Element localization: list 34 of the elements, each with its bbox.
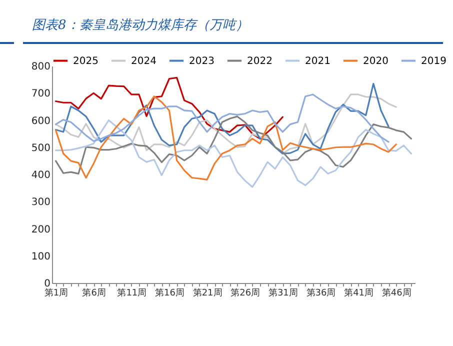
x-tick-label: 第16周 bbox=[154, 288, 184, 298]
y-tick-label: 200 bbox=[31, 224, 50, 236]
line-series bbox=[54, 116, 412, 174]
line-series bbox=[54, 76, 284, 140]
legend-label: 2020 bbox=[363, 56, 388, 67]
line-series bbox=[54, 94, 390, 143]
x-tick-label: 第11周 bbox=[117, 288, 147, 298]
y-tick-label: 500 bbox=[31, 142, 50, 154]
y-tick-label: 600 bbox=[31, 116, 50, 127]
y-tick-label: 400 bbox=[31, 170, 50, 181]
line-series bbox=[54, 94, 397, 154]
chart-title: 图表8：秦皇岛港动力煤库存（万吨） bbox=[32, 17, 248, 34]
line-series bbox=[54, 96, 397, 180]
x-tick-label: 第1周 bbox=[44, 288, 68, 298]
x-tick-label: 第31周 bbox=[268, 288, 298, 298]
legend-label: 2019 bbox=[421, 56, 446, 67]
line-series bbox=[54, 82, 390, 154]
x-tick-label: 第46周 bbox=[382, 288, 412, 298]
x-tick-label: 第36周 bbox=[306, 288, 336, 298]
y-tick-label: 300 bbox=[31, 197, 50, 208]
legend-label: 2022 bbox=[247, 56, 272, 67]
y-tick-label: 0 bbox=[44, 278, 50, 290]
x-tick-label: 第21周 bbox=[192, 288, 222, 298]
y-tick-label: 700 bbox=[31, 88, 50, 100]
legend-label: 2021 bbox=[305, 56, 330, 67]
legend-label: 2023 bbox=[189, 56, 214, 67]
x-tick-label: 第41周 bbox=[344, 288, 374, 298]
x-tick-label: 第6周 bbox=[82, 288, 106, 298]
line-series bbox=[54, 119, 412, 188]
legend-label: 2024 bbox=[131, 56, 156, 67]
x-tick-label: 第26周 bbox=[230, 288, 260, 298]
y-tick-label: 800 bbox=[31, 62, 50, 72]
y-tick-label: 100 bbox=[31, 251, 50, 262]
legend-label: 2025 bbox=[73, 56, 98, 67]
